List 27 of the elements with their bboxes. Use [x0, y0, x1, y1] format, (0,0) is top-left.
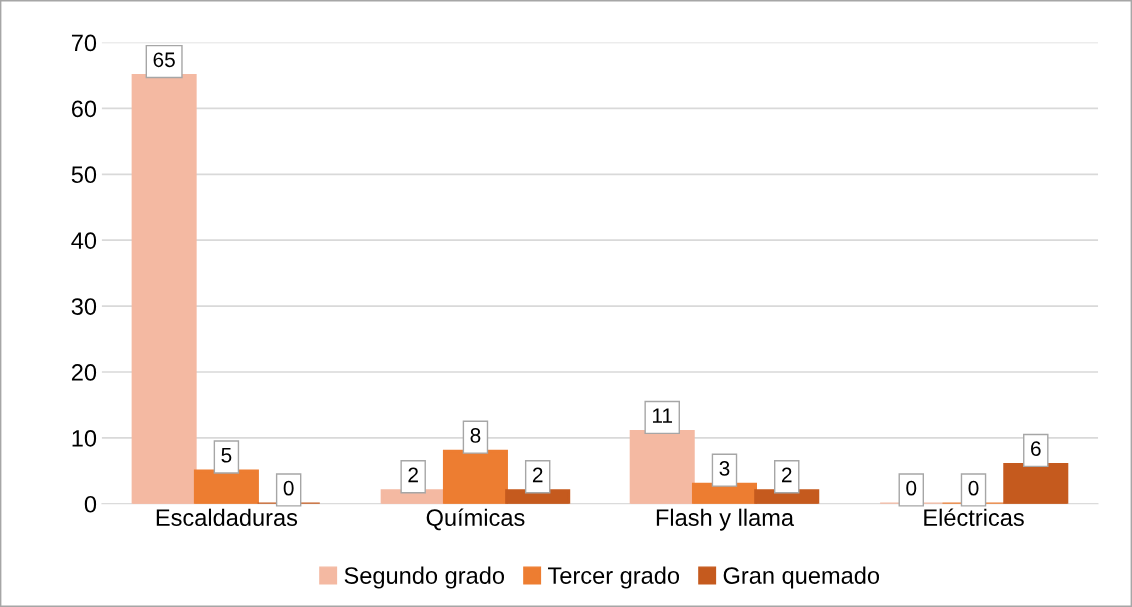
- data-label: 11: [652, 408, 673, 423]
- x-tick-label: Flash y llama: [656, 508, 795, 531]
- y-tick-label: 70: [71, 34, 97, 52]
- data-label: 2: [408, 467, 418, 483]
- legend-label: Segundo grado: [344, 566, 505, 589]
- data-label: 2: [532, 467, 543, 483]
- legend-label: Tercer grado: [548, 566, 680, 589]
- x-tick-label: Químicas: [426, 508, 525, 531]
- data-label: 5: [221, 448, 232, 463]
- data-label: 0: [283, 480, 294, 496]
- data-label: 0: [906, 480, 917, 496]
- y-tick-label: 40: [71, 232, 97, 249]
- data-label: 65: [153, 52, 175, 68]
- y-tick-label: 10: [72, 429, 97, 447]
- x-tick-label: Eléctricas: [924, 508, 1024, 527]
- y-tick-label: 50: [71, 166, 97, 184]
- x-tick-label: Escaldaduras: [156, 508, 298, 527]
- y-tick-label: 0: [84, 495, 97, 513]
- y-tick-label: 60: [71, 100, 97, 118]
- data-label: 6: [1031, 441, 1041, 456]
- data-label: 3: [719, 461, 730, 476]
- data-label: 8: [470, 428, 481, 443]
- legend-label: Gran quemado: [723, 566, 880, 589]
- data-label: 2: [782, 467, 792, 483]
- data-label: 0: [968, 480, 979, 496]
- y-tick-label: 30: [71, 298, 97, 315]
- y-tick-label: 20: [71, 364, 97, 381]
